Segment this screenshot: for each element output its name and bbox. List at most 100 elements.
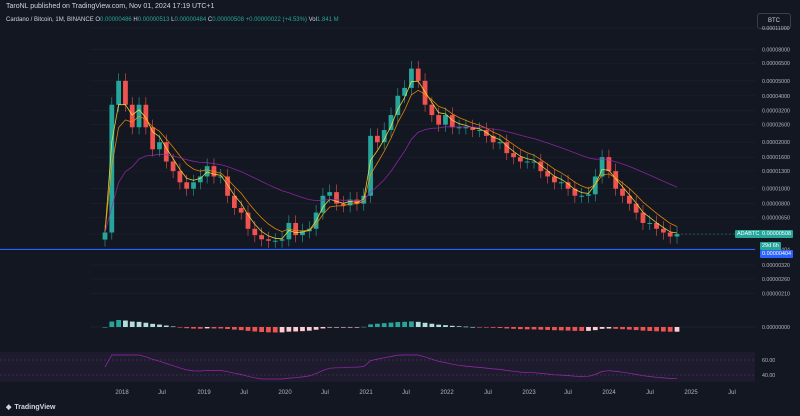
macd-bar <box>647 327 653 331</box>
time-tick-label: 2025 <box>684 390 698 396</box>
macd-bar <box>388 322 394 327</box>
price-tick-label: 0.00003200 <box>762 109 790 115</box>
time-tick-label: Jul <box>564 390 572 396</box>
time-tick-label: Jul <box>158 390 166 396</box>
macd-bar <box>266 327 271 333</box>
candle <box>429 104 435 116</box>
support-line <box>0 233 755 251</box>
macd-bar <box>293 327 299 332</box>
candle <box>395 95 401 116</box>
time-tick-label: Jul <box>646 390 654 396</box>
macd-bar <box>538 327 544 330</box>
ticker-tag: ADABTC <box>735 230 762 239</box>
candle <box>272 240 278 242</box>
price-tick-label: 0.00001600 <box>762 155 790 161</box>
candle <box>218 176 224 178</box>
macd-bar <box>552 327 557 331</box>
macd-bar <box>579 327 585 331</box>
rsi-line <box>104 354 678 380</box>
macd-bar <box>218 327 224 329</box>
candle <box>252 228 258 236</box>
macd-bar <box>334 327 339 328</box>
macd-bar <box>170 326 176 328</box>
macd-bar <box>456 326 462 327</box>
macd-bar <box>436 324 442 327</box>
macd-bar <box>667 327 673 332</box>
candle <box>300 231 305 236</box>
price-tick-label: 0.00000260 <box>762 277 790 283</box>
candle <box>599 157 605 177</box>
macd-bar <box>109 321 115 327</box>
macd-bar <box>381 323 387 327</box>
candle <box>497 142 503 144</box>
macd-bar <box>238 327 244 331</box>
rsi-axis-label: 60.00 <box>762 358 775 364</box>
candle <box>449 115 455 128</box>
macd-bar <box>163 325 169 327</box>
ema-line <box>104 89 678 233</box>
price-tick-label: 0.00005000 <box>762 79 790 85</box>
candle <box>524 161 530 163</box>
candle <box>538 161 544 172</box>
candle <box>266 239 271 241</box>
ema-line <box>104 80 678 240</box>
candle <box>477 130 482 132</box>
macd-bar <box>143 322 149 327</box>
time-axis: 2018 Jul 2019 Jul 2020 Jul 2021 Jul 2022 Jul 2023 J… <box>115 390 736 396</box>
candle <box>552 176 557 183</box>
price-tick-label: 0.00001000 <box>762 187 790 193</box>
macd-bar <box>517 327 523 330</box>
macd-bar <box>320 327 326 329</box>
candle <box>177 171 183 183</box>
macd-bar <box>129 321 135 327</box>
macd-bar <box>211 327 217 329</box>
currency-button[interactable]: BTC <box>757 13 791 29</box>
candle <box>490 135 496 143</box>
candle <box>606 157 612 172</box>
macd-bar <box>429 323 435 327</box>
candle <box>143 104 149 128</box>
price-tick-label: 0.00004000 <box>762 94 790 100</box>
candle <box>238 207 244 213</box>
macd-bar <box>524 327 530 330</box>
price-tick-label: 0.00000650 <box>762 216 790 222</box>
macd-bar <box>306 327 312 331</box>
price-tick-label: 0.00000320 <box>762 263 790 269</box>
candle <box>572 188 578 196</box>
macd-bar <box>157 324 162 327</box>
price-tick-label: 0.00000210 <box>762 291 790 297</box>
macd-bar <box>259 327 265 332</box>
candle <box>654 222 659 229</box>
candle <box>531 161 537 163</box>
macd-bar <box>368 324 373 327</box>
candle <box>327 192 333 196</box>
macd-bar <box>415 321 421 327</box>
candle <box>517 157 523 162</box>
candle <box>157 142 162 150</box>
macd-bar <box>449 325 455 327</box>
macd-axis-label: 0.00000000 <box>762 325 790 331</box>
candle <box>259 235 265 240</box>
time-tick-label: 2023 <box>522 390 536 396</box>
candle <box>504 142 510 154</box>
candle <box>674 234 680 237</box>
candle <box>456 127 462 129</box>
volume-value: 1.841 M <box>316 17 339 23</box>
candle <box>347 199 353 206</box>
macd-bar <box>361 326 367 328</box>
macd-bar <box>409 321 414 327</box>
candle <box>422 80 428 105</box>
time-tick-label: Jul <box>728 390 736 396</box>
macd-bar <box>225 327 230 329</box>
candle <box>415 68 421 81</box>
candle <box>320 195 326 213</box>
macd-bar <box>402 321 408 327</box>
macd-bar <box>184 327 190 329</box>
macd-bar <box>347 327 353 328</box>
macd-bar <box>443 325 448 327</box>
macd-bar <box>558 327 564 331</box>
time-tick-label: Jul <box>240 390 248 396</box>
candle <box>204 166 210 177</box>
macd-bar <box>116 319 122 327</box>
